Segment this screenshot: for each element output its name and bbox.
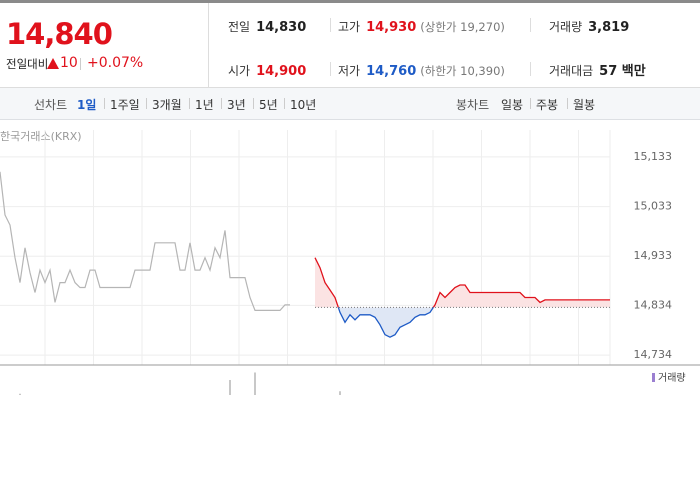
tab[interactable]: 3개월 [146, 98, 182, 112]
stat-value: 14,930 [366, 20, 417, 35]
volume-bar [339, 391, 341, 395]
line [0, 171, 290, 311]
stat: 거래량 3,819 [549, 16, 629, 35]
stat-value: 3,819 [588, 20, 630, 35]
area-down [315, 307, 610, 338]
divider [530, 18, 531, 32]
y-tick-label: 15,033 [634, 200, 673, 213]
source: 한국거래소(KRX) [0, 130, 82, 143]
volume-bar [229, 380, 231, 395]
tab[interactable]: 1주일 [104, 98, 140, 112]
price: 14,840 [6, 17, 113, 51]
tab[interactable]: 10년 [283, 98, 317, 112]
stat-note: (상한가 19,270) [420, 20, 505, 34]
change: 10 [60, 55, 78, 71]
legend-label: 거래량 [658, 372, 686, 384]
divider [530, 62, 531, 76]
chart: 한국거래소(KRX) 15,133 15,033 14,933 14,834 14,73… [0, 130, 700, 395]
divider [330, 18, 331, 32]
tab[interactable]: 일봉 [501, 98, 524, 112]
stat-value: 14,900 [256, 64, 307, 79]
y-tick-label: 15,133 [634, 150, 673, 163]
divider [330, 62, 331, 76]
tab[interactable]: 월봉 [566, 98, 596, 112]
separator [80, 58, 81, 70]
tab[interactable]: 5년 [253, 98, 278, 112]
stat-label: 전일 [228, 20, 251, 34]
stat-value: 14,760 [366, 64, 417, 79]
y-tick-label: 14,834 [634, 298, 673, 311]
stat: 저가 14,760 (하한가 10,390) [338, 60, 505, 79]
stat-label: 저가 [338, 64, 361, 78]
y-tick-label: 14,734 [634, 348, 673, 361]
stat: 거래대금 57 백만 [549, 60, 646, 79]
change-label: 전일대비 [6, 57, 49, 71]
stat-value: 57 백만 [599, 64, 646, 79]
divider [208, 3, 209, 88]
legend-swatch [652, 373, 655, 382]
line-down [337, 307, 435, 338]
stat-label: 시가 [228, 64, 251, 78]
tab[interactable]: 1일 [77, 98, 97, 112]
volume-bar [254, 372, 256, 395]
stat: 고가 14,930 (상한가 19,270) [338, 16, 505, 35]
tab-label: 봉차트 [456, 98, 490, 112]
tab[interactable]: 1년 [189, 98, 214, 112]
stat-label: 고가 [338, 20, 361, 34]
stat-label: 거래대금 [549, 64, 594, 78]
change-pct: +0.07% [87, 55, 144, 71]
tab[interactable]: 3년 [221, 98, 246, 112]
tab-label: 선차트 [34, 98, 68, 112]
area-up [315, 257, 610, 308]
stat-note: (하한가 10,390) [420, 64, 505, 78]
y-tick-label: 14,933 [634, 249, 673, 262]
quote-header: 14,840 전일대비 10 +0.07% 전일 14,830 고가 14,930 (상… [0, 0, 700, 88]
tab[interactable]: 주봉 [529, 98, 559, 112]
up-arrow [47, 58, 59, 69]
line-up [314, 257, 610, 308]
stat-label: 거래량 [549, 20, 583, 34]
stat: 시가 14,900 [228, 60, 306, 79]
stat: 전일 14,830 [228, 16, 306, 35]
volume-bar [19, 393, 21, 395]
stat-value: 14,830 [256, 20, 307, 35]
tab-bar: 선차트 1일 1주일 3개월 1년 3년 5년 10년 봉차트 일봉 주봉 월봉 [0, 88, 700, 120]
